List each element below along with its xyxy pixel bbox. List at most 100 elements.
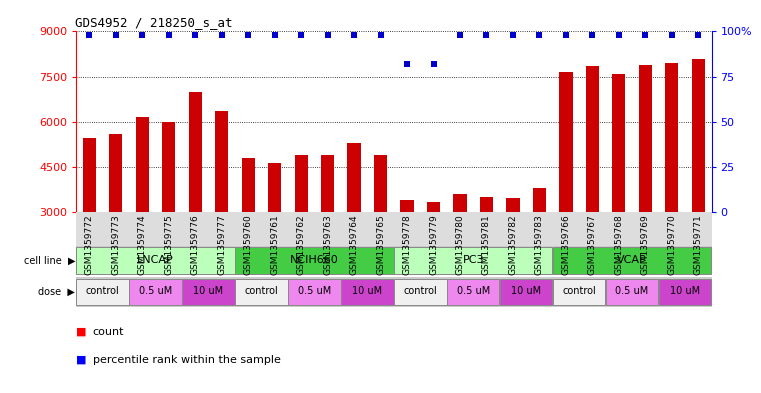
Bar: [454, 194, 466, 212]
Bar: [394, 247, 552, 274]
Point: [507, 32, 519, 38]
Text: GSM1359776: GSM1359776: [191, 214, 199, 275]
Point: [295, 32, 307, 38]
Bar: [235, 279, 288, 305]
Text: GSM1359778: GSM1359778: [403, 214, 412, 275]
Text: 0.5 uM: 0.5 uM: [298, 286, 331, 296]
Point: [428, 61, 440, 67]
Text: GSM1359771: GSM1359771: [694, 214, 703, 275]
Bar: [500, 279, 552, 305]
Text: GSM1359774: GSM1359774: [138, 214, 147, 275]
Text: ■: ■: [76, 354, 87, 365]
Text: GSM1359783: GSM1359783: [535, 214, 544, 275]
Text: GSM1359764: GSM1359764: [349, 214, 358, 275]
Text: percentile rank within the sample: percentile rank within the sample: [93, 354, 281, 365]
Bar: [692, 59, 705, 212]
Point: [480, 32, 492, 38]
Point: [374, 32, 387, 38]
Point: [639, 32, 651, 38]
Point: [163, 32, 175, 38]
Text: ■: ■: [76, 327, 87, 337]
Bar: [83, 138, 96, 212]
Bar: [506, 198, 520, 212]
Point: [110, 32, 122, 38]
Point: [454, 32, 466, 38]
Text: control: control: [86, 286, 119, 296]
Bar: [553, 247, 712, 274]
Text: control: control: [562, 286, 596, 296]
Text: GSM1359770: GSM1359770: [667, 214, 677, 275]
Text: GSM1359779: GSM1359779: [429, 214, 438, 275]
Text: GSM1359760: GSM1359760: [244, 214, 253, 275]
Text: 10 uM: 10 uM: [670, 286, 700, 296]
Text: 10 uM: 10 uM: [352, 286, 383, 296]
Point: [348, 32, 360, 38]
Text: GSM1359763: GSM1359763: [323, 214, 332, 275]
Text: 0.5 uM: 0.5 uM: [616, 286, 648, 296]
Bar: [447, 279, 499, 305]
Text: GSM1359767: GSM1359767: [588, 214, 597, 275]
Point: [613, 32, 625, 38]
Bar: [480, 197, 493, 212]
Point: [242, 32, 254, 38]
Bar: [427, 202, 440, 212]
Text: PC3: PC3: [463, 255, 484, 265]
Bar: [374, 155, 387, 212]
Bar: [135, 117, 149, 212]
Text: GSM1359775: GSM1359775: [164, 214, 174, 275]
Text: GSM1359780: GSM1359780: [456, 214, 464, 275]
Bar: [559, 72, 572, 212]
Text: GSM1359766: GSM1359766: [562, 214, 571, 275]
Text: GDS4952 / 218250_s_at: GDS4952 / 218250_s_at: [75, 16, 233, 29]
Bar: [268, 162, 282, 212]
Bar: [321, 155, 334, 212]
Text: GSM1359773: GSM1359773: [111, 214, 120, 275]
Bar: [183, 279, 234, 305]
Text: NCIH660: NCIH660: [290, 255, 339, 265]
Text: GSM1359772: GSM1359772: [84, 214, 94, 275]
Text: control: control: [403, 286, 437, 296]
Text: 0.5 uM: 0.5 uM: [139, 286, 172, 296]
Text: GSM1359761: GSM1359761: [270, 214, 279, 275]
Point: [136, 32, 148, 38]
Bar: [288, 279, 341, 305]
Bar: [553, 279, 605, 305]
Point: [533, 32, 546, 38]
Bar: [76, 279, 129, 305]
Bar: [162, 122, 175, 212]
Bar: [606, 279, 658, 305]
Text: GSM1359768: GSM1359768: [614, 214, 623, 275]
Text: 10 uM: 10 uM: [193, 286, 224, 296]
Point: [269, 32, 281, 38]
Text: GSM1359777: GSM1359777: [217, 214, 226, 275]
Bar: [348, 143, 361, 212]
Point: [666, 32, 678, 38]
Text: GSM1359781: GSM1359781: [482, 214, 491, 275]
Bar: [241, 158, 255, 212]
Point: [189, 32, 202, 38]
Bar: [109, 134, 123, 212]
Text: 0.5 uM: 0.5 uM: [457, 286, 490, 296]
Text: dose  ▶: dose ▶: [39, 287, 75, 297]
Bar: [129, 279, 182, 305]
Bar: [295, 155, 307, 212]
Bar: [394, 279, 447, 305]
Text: GSM1359765: GSM1359765: [376, 214, 385, 275]
Text: count: count: [93, 327, 124, 337]
Text: GSM1359769: GSM1359769: [641, 214, 650, 275]
Point: [401, 61, 413, 67]
Bar: [400, 200, 414, 212]
Point: [215, 32, 228, 38]
Bar: [659, 279, 712, 305]
Text: GSM1359782: GSM1359782: [508, 214, 517, 275]
Text: VCAP: VCAP: [617, 255, 647, 265]
Bar: [76, 247, 234, 274]
Bar: [235, 247, 393, 274]
Text: LNCAP: LNCAP: [137, 255, 174, 265]
Bar: [665, 63, 679, 212]
Bar: [215, 111, 228, 212]
Bar: [613, 73, 626, 212]
Text: GSM1359762: GSM1359762: [297, 214, 306, 275]
Point: [693, 32, 705, 38]
Point: [586, 32, 598, 38]
